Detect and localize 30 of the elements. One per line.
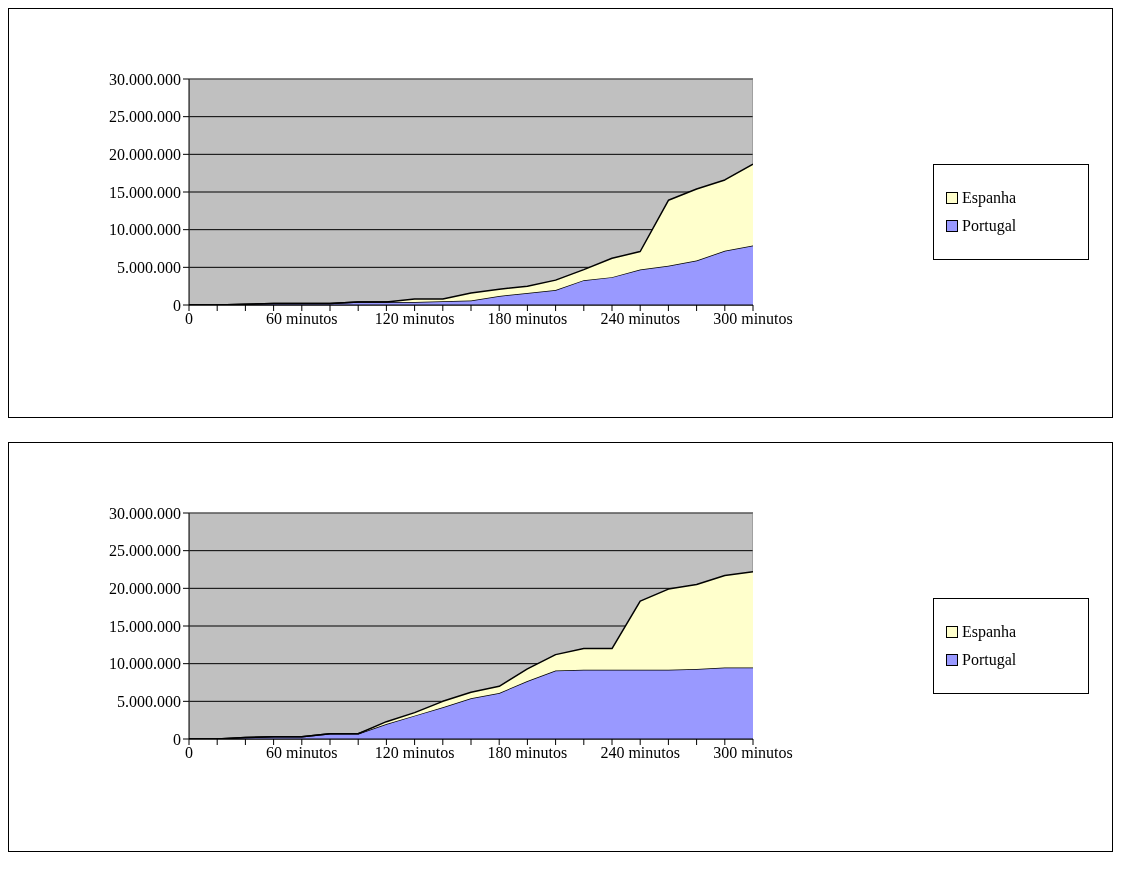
x-tick-label: 0 [185,744,193,762]
y-tick-label: 30.000.000 [109,504,181,522]
y-tick-label: 20.000.000 [109,580,181,598]
x-tick-label: 60 minutos [266,310,338,328]
y-tick-label: 25.000.000 [109,108,181,126]
x-tick-label: 0 [185,310,193,328]
y-tick-label: 20.000.000 [109,146,181,164]
y-tick-label: 0 [173,296,181,314]
x-tick-label: 240 minutos [600,744,680,762]
y-tick-label: 30.000.000 [109,70,181,88]
x-tick-label: 60 minutos [266,744,338,762]
y-tick-label: 5.000.000 [117,259,181,277]
legend-label: Portugal [962,651,1017,669]
y-tick-label: 10.000.000 [109,655,181,673]
y-tick-label: 5.000.000 [117,693,181,711]
y-tick-label: 15.000.000 [109,617,181,635]
legend-label: Portugal [962,217,1017,235]
legend-label: Espanha [962,623,1017,641]
y-tick-label: 25.000.000 [109,542,181,560]
y-tick-label: 0 [173,730,181,748]
x-tick-label: 240 minutos [600,310,680,328]
x-tick-label: 300 minutos [713,744,793,762]
x-tick-label: 120 minutos [374,310,455,328]
x-tick-label: 300 minutos [713,310,793,328]
x-tick-label: 120 minutos [374,744,455,762]
legend-label: Espanha [962,189,1017,207]
x-tick-label: 180 minutos [487,310,568,328]
y-tick-label: 15.000.000 [109,183,181,201]
x-tick-label: 180 minutos [487,744,568,762]
y-tick-label: 10.000.000 [109,221,181,239]
